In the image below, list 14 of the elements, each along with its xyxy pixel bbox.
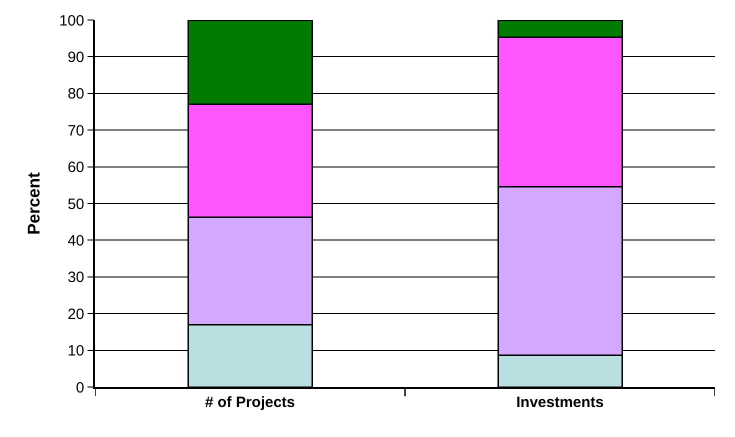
y-tick-label: 50 — [68, 196, 84, 213]
y-tick-label: 100 — [59, 12, 84, 30]
y-tick-label: 90 — [68, 48, 84, 66]
y-tick-label: 0 — [76, 379, 84, 396]
y-tick-label: 70 — [68, 122, 84, 140]
y-tick-label: 60 — [68, 159, 84, 176]
y-tick-label: 20 — [68, 306, 84, 323]
y-tick-label: 30 — [68, 269, 84, 286]
y-tick-label: 80 — [68, 86, 84, 103]
y-tick-label: 10 — [68, 342, 84, 360]
y-tick-label: 40 — [68, 232, 84, 250]
x-tick-label: # of Projects — [204, 394, 296, 411]
y-axis-title: Percent — [24, 172, 44, 235]
x-tick-label: Investments — [516, 394, 604, 411]
